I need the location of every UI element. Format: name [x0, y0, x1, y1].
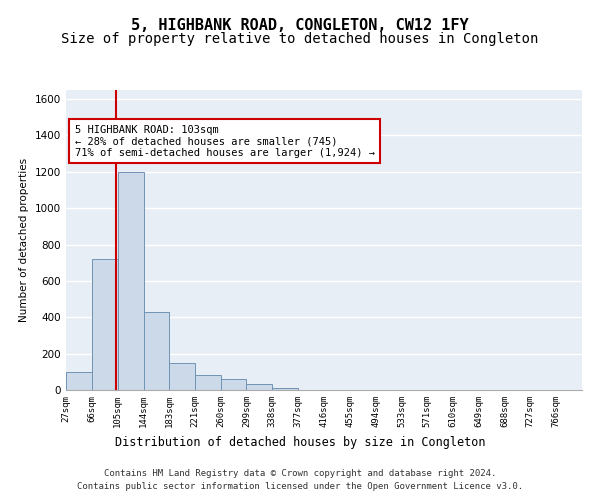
Text: Contains HM Land Registry data © Crown copyright and database right 2024.: Contains HM Land Registry data © Crown c… — [104, 468, 496, 477]
Bar — [118, 172, 143, 390]
Bar — [66, 372, 92, 390]
Bar — [221, 379, 247, 390]
Text: Size of property relative to detached houses in Congleton: Size of property relative to detached ho… — [61, 32, 539, 46]
Y-axis label: Number of detached properties: Number of detached properties — [19, 158, 29, 322]
Bar — [194, 376, 221, 390]
Text: Contains public sector information licensed under the Open Government Licence v3: Contains public sector information licen… — [77, 482, 523, 491]
Bar — [169, 362, 194, 390]
Text: 5 HIGHBANK ROAD: 103sqm
← 28% of detached houses are smaller (745)
71% of semi-d: 5 HIGHBANK ROAD: 103sqm ← 28% of detache… — [74, 124, 374, 158]
Bar — [143, 312, 169, 390]
Text: 5, HIGHBANK ROAD, CONGLETON, CW12 1FY: 5, HIGHBANK ROAD, CONGLETON, CW12 1FY — [131, 18, 469, 32]
Bar — [247, 384, 272, 390]
Bar — [92, 259, 118, 390]
Bar — [272, 388, 298, 390]
Text: Distribution of detached houses by size in Congleton: Distribution of detached houses by size … — [115, 436, 485, 449]
